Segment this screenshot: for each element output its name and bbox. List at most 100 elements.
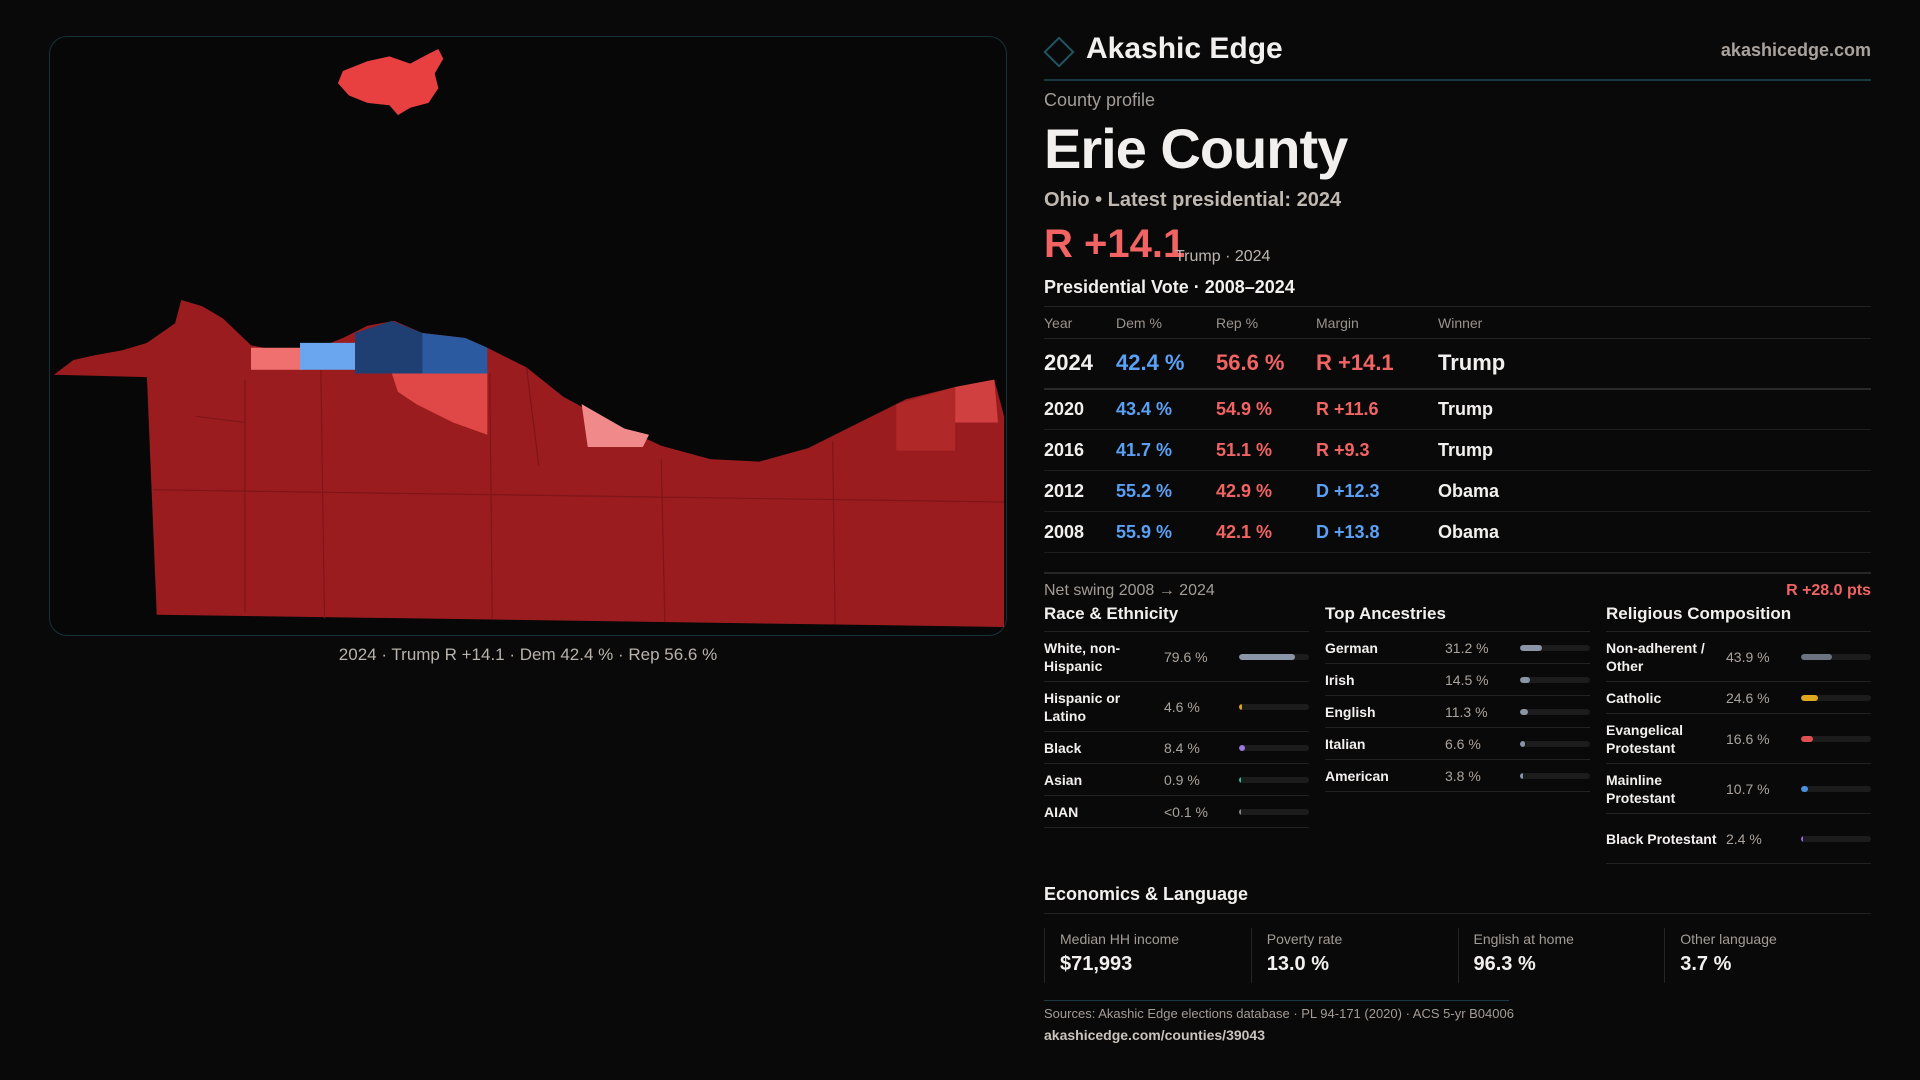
progress-bar (1239, 776, 1309, 783)
table-row[interactable]: 2024 42.4 % 56.6 % R +14.1 Trump (1044, 338, 1871, 390)
section-2: Religious Composition Non-adherent / Othe… (1606, 602, 1871, 864)
latest-margin: R +14.1 (1044, 222, 1186, 266)
vote-section-title: Presidential Vote · 2008–2024 (1044, 277, 1295, 297)
progress-fill (1239, 744, 1245, 751)
table-row[interactable]: 2016 41.7 % 51.1 % R +9.3 Trump (1044, 429, 1871, 471)
cell-rep: 51.1 % (1216, 429, 1316, 471)
county-mainland[interactable] (53, 300, 1005, 627)
cell-year: 2024 (1044, 338, 1116, 390)
section-0: Race & Ethnicity White, non-Hispanic 79.6 … (1044, 602, 1309, 828)
row-value: 31.2 % (1445, 639, 1489, 656)
stat-value: 13.0 % (1266, 953, 1330, 975)
section-title: Top Ancestries (1325, 602, 1590, 632)
cell-rep: 56.6 % (1216, 338, 1316, 390)
net-swing: Net swing 2008 → 2024 R +28.0 pts (1044, 572, 1871, 600)
cell-year: 2008 (1044, 511, 1116, 553)
brand[interactable]: Akashic Edge (1043, 32, 1283, 68)
island-precinct[interactable] (337, 48, 444, 116)
row-value: 4.6 % (1164, 698, 1200, 715)
precinct-light-blue[interactable] (300, 342, 356, 370)
data-row: White, non-Hispanic 79.6 % (1044, 632, 1309, 682)
row-label: Irish (1325, 671, 1355, 688)
data-row: Hispanic or Latino 4.6 % (1044, 682, 1309, 732)
progress-bar (1520, 740, 1590, 747)
precinct-lines (153, 367, 1005, 625)
row-value: 14.5 % (1445, 671, 1489, 688)
row-value: 8.4 % (1164, 739, 1200, 756)
cell-margin: R +9.3 (1316, 429, 1438, 471)
table-row[interactable]: 2012 55.2 % 42.9 % D +12.3 Obama (1044, 470, 1871, 512)
progress-fill (1239, 808, 1242, 815)
progress-fill (1801, 694, 1819, 701)
column-header: Year (1044, 306, 1116, 339)
stat-value: $71,993 (1060, 953, 1133, 975)
row-value: 10.7 % (1726, 780, 1770, 797)
table-row[interactable]: 2008 55.9 % 42.1 % D +13.8 Obama (1044, 511, 1871, 553)
divider (1044, 79, 1871, 81)
row-value: 11.3 % (1445, 703, 1488, 720)
cell-dem: 42.4 % (1116, 338, 1216, 390)
data-row: American 3.8 % (1325, 760, 1590, 792)
row-label: Mainline Protestant (1606, 771, 1676, 806)
cell-margin: D +13.8 (1316, 511, 1438, 553)
stat-label: Median HH income (1060, 931, 1180, 947)
column-header: Dem % (1116, 306, 1216, 339)
progress-fill (1801, 653, 1832, 660)
cell-year: 2012 (1044, 470, 1116, 512)
precinct-east-shore[interactable] (955, 379, 998, 423)
column-header: Rep % (1216, 306, 1316, 339)
cell-margin: D +12.3 (1316, 470, 1438, 512)
row-label: Hispanic or Latino (1044, 689, 1121, 724)
progress-bar (1520, 708, 1590, 715)
precinct-red-south[interactable] (391, 373, 488, 435)
progress-bar (1239, 653, 1309, 660)
cell-dem: 55.2 % (1116, 470, 1216, 512)
precinct-pink[interactable] (251, 347, 303, 370)
kicker: County profile (1044, 90, 1156, 110)
stat-value: 3.7 % (1680, 953, 1732, 975)
precinct-mid-blue[interactable] (422, 333, 488, 374)
cell-margin: R +11.6 (1316, 388, 1438, 430)
progress-fill (1801, 735, 1813, 742)
data-row: Black 8.4 % (1044, 732, 1309, 764)
progress-fill (1239, 703, 1243, 710)
progress-bar (1520, 772, 1590, 779)
section-title: Religious Composition (1606, 602, 1871, 632)
site-link[interactable]: akashicedge.com (1720, 40, 1871, 60)
divider (1044, 1000, 1509, 1001)
progress-bar (1239, 703, 1309, 710)
row-label: Italian (1325, 735, 1366, 752)
sources: Sources: Akashic Edge elections database… (1044, 1006, 1514, 1021)
row-label: English (1325, 703, 1376, 720)
row-value: 2.4 % (1726, 830, 1762, 847)
row-value: 3.8 % (1445, 767, 1481, 784)
page-title: Erie County (1044, 117, 1348, 180)
progress-bar (1520, 676, 1590, 683)
precinct-east-block[interactable] (896, 386, 956, 451)
precinct-light-east[interactable] (581, 404, 649, 447)
progress-bar (1801, 835, 1871, 842)
row-label: American (1325, 767, 1389, 784)
data-row: German 31.2 % (1325, 632, 1590, 664)
progress-fill (1801, 835, 1804, 842)
progress-fill (1239, 653, 1295, 660)
row-value: 79.6 % (1164, 648, 1208, 665)
progress-bar (1239, 808, 1309, 815)
net-swing-value: R +28.0 pts (1786, 582, 1871, 599)
cell-dem: 55.9 % (1116, 511, 1216, 553)
row-label: Black (1044, 739, 1082, 756)
table-row[interactable]: 2020 43.4 % 54.9 % R +11.6 Trump (1044, 388, 1871, 430)
cell-winner: Obama (1438, 511, 1871, 553)
stat-card: Other language 3.7 % (1664, 928, 1871, 983)
cell-winner: Trump (1438, 338, 1871, 390)
cell-margin: R +14.1 (1316, 338, 1438, 390)
stat-label: English at home (1473, 931, 1574, 947)
data-row: AIAN <0.1 % (1044, 796, 1309, 828)
data-row: Black Protestant 2.4 % (1606, 814, 1871, 864)
county-url[interactable]: akashicedge.com/counties/39043 (1044, 1027, 1265, 1043)
progress-fill (1520, 772, 1523, 779)
precinct-dark-blue[interactable] (355, 320, 423, 374)
economics-stats: Median HH income $71,993 Poverty rate 13.0 … (1044, 928, 1871, 983)
row-value: 6.6 % (1445, 735, 1481, 752)
